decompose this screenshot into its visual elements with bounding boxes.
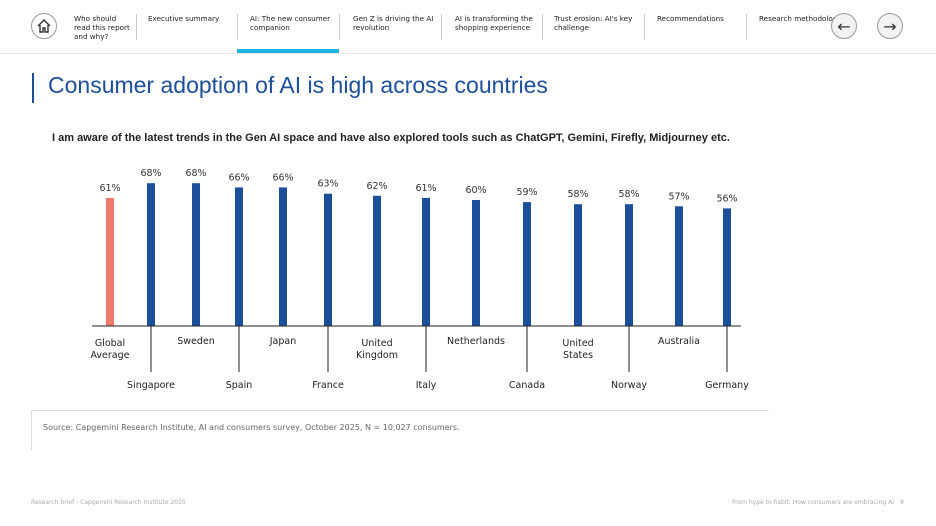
bar: [422, 197, 430, 326]
data-label: 61%: [99, 183, 120, 194]
data-label: 63%: [317, 179, 338, 190]
bar: [324, 193, 332, 326]
nav-separator: [136, 14, 137, 40]
nav-separator: [746, 14, 747, 40]
category-label: Singapore: [127, 380, 175, 391]
nav-separator: [237, 14, 238, 40]
bar: [472, 200, 480, 326]
nav-separator: [441, 14, 442, 40]
data-label: 59%: [516, 187, 537, 198]
bar: [625, 204, 633, 326]
footer-right: From hype to habit: How consumers are em…: [732, 499, 894, 506]
page-number: 9: [900, 499, 904, 506]
category-label: Global Average: [90, 338, 129, 361]
category-label: Sweden: [177, 336, 215, 347]
nav-tab-5[interactable]: AI is transforming the shopping experien…: [455, 14, 533, 32]
bar: [106, 197, 114, 326]
divider: [31, 410, 769, 411]
nav-separator: [542, 14, 543, 40]
bar: [723, 208, 731, 326]
bar: [675, 206, 683, 326]
nav-separator: [339, 14, 340, 40]
bar: [523, 202, 531, 326]
data-label: 58%: [567, 189, 588, 200]
category-label: Spain: [226, 380, 253, 391]
category-label: Germany: [705, 380, 749, 391]
footer-left: Research brief - Capgemini Research Inst…: [31, 499, 186, 506]
category-label: United Kingdom: [356, 338, 398, 361]
data-label: 58%: [618, 189, 639, 200]
bar: [192, 183, 200, 326]
data-label: 66%: [272, 172, 293, 183]
category-label: Netherlands: [447, 336, 505, 347]
category-label: Italy: [416, 380, 437, 391]
data-label: 56%: [716, 193, 737, 204]
category-label: Norway: [611, 380, 647, 391]
data-label: 57%: [668, 191, 689, 202]
data-label: 68%: [140, 168, 161, 179]
source-note: Source: Capgemini Research Institute, AI…: [43, 423, 460, 432]
category-label: Australia: [658, 336, 700, 347]
category-label: Canada: [509, 380, 545, 391]
arrow-right-icon: →: [883, 16, 897, 36]
chart-title: I am aware of the latest trends in the G…: [52, 132, 730, 144]
category-label: United States: [562, 338, 593, 361]
data-label: 68%: [185, 168, 206, 179]
category-label: Japan: [269, 336, 297, 347]
nav-tab-2[interactable]: Executive summary: [148, 14, 220, 23]
nav-tab-8[interactable]: Research methodology: [759, 14, 842, 23]
bar: [574, 204, 582, 326]
bar: [147, 183, 155, 326]
nav-tab-1[interactable]: Who should read this report and why?: [74, 14, 130, 41]
category-label: France: [312, 380, 344, 391]
bar: [235, 187, 243, 326]
data-label: 61%: [415, 183, 436, 194]
top-navigation: Who should read this report and why? Exec…: [0, 0, 936, 54]
active-tab-indicator: [237, 49, 339, 53]
home-icon: [37, 19, 51, 33]
previous-page-button[interactable]: ←: [831, 13, 857, 39]
data-label: 62%: [366, 181, 387, 192]
nav-tab-6[interactable]: Trust erosion: AI's key challenge: [554, 14, 633, 32]
nav-tab-4[interactable]: Gen Z is driving the AI revolution: [353, 14, 434, 32]
title-accent-bar: [32, 73, 34, 103]
page-title: Consumer adoption of AI is high across c…: [48, 72, 548, 98]
nav-tab-7[interactable]: Recommendations: [657, 14, 724, 23]
next-page-button[interactable]: →: [877, 13, 903, 39]
divider: [31, 410, 32, 450]
nav-separator: [644, 14, 645, 40]
bar: [279, 187, 287, 326]
data-label: 66%: [228, 172, 249, 183]
arrow-left-icon: ←: [837, 16, 851, 36]
bar: [373, 195, 381, 326]
home-button[interactable]: [31, 13, 57, 39]
data-label: 60%: [465, 185, 486, 196]
nav-tab-3[interactable]: AI: The new consumer companion: [250, 14, 331, 32]
